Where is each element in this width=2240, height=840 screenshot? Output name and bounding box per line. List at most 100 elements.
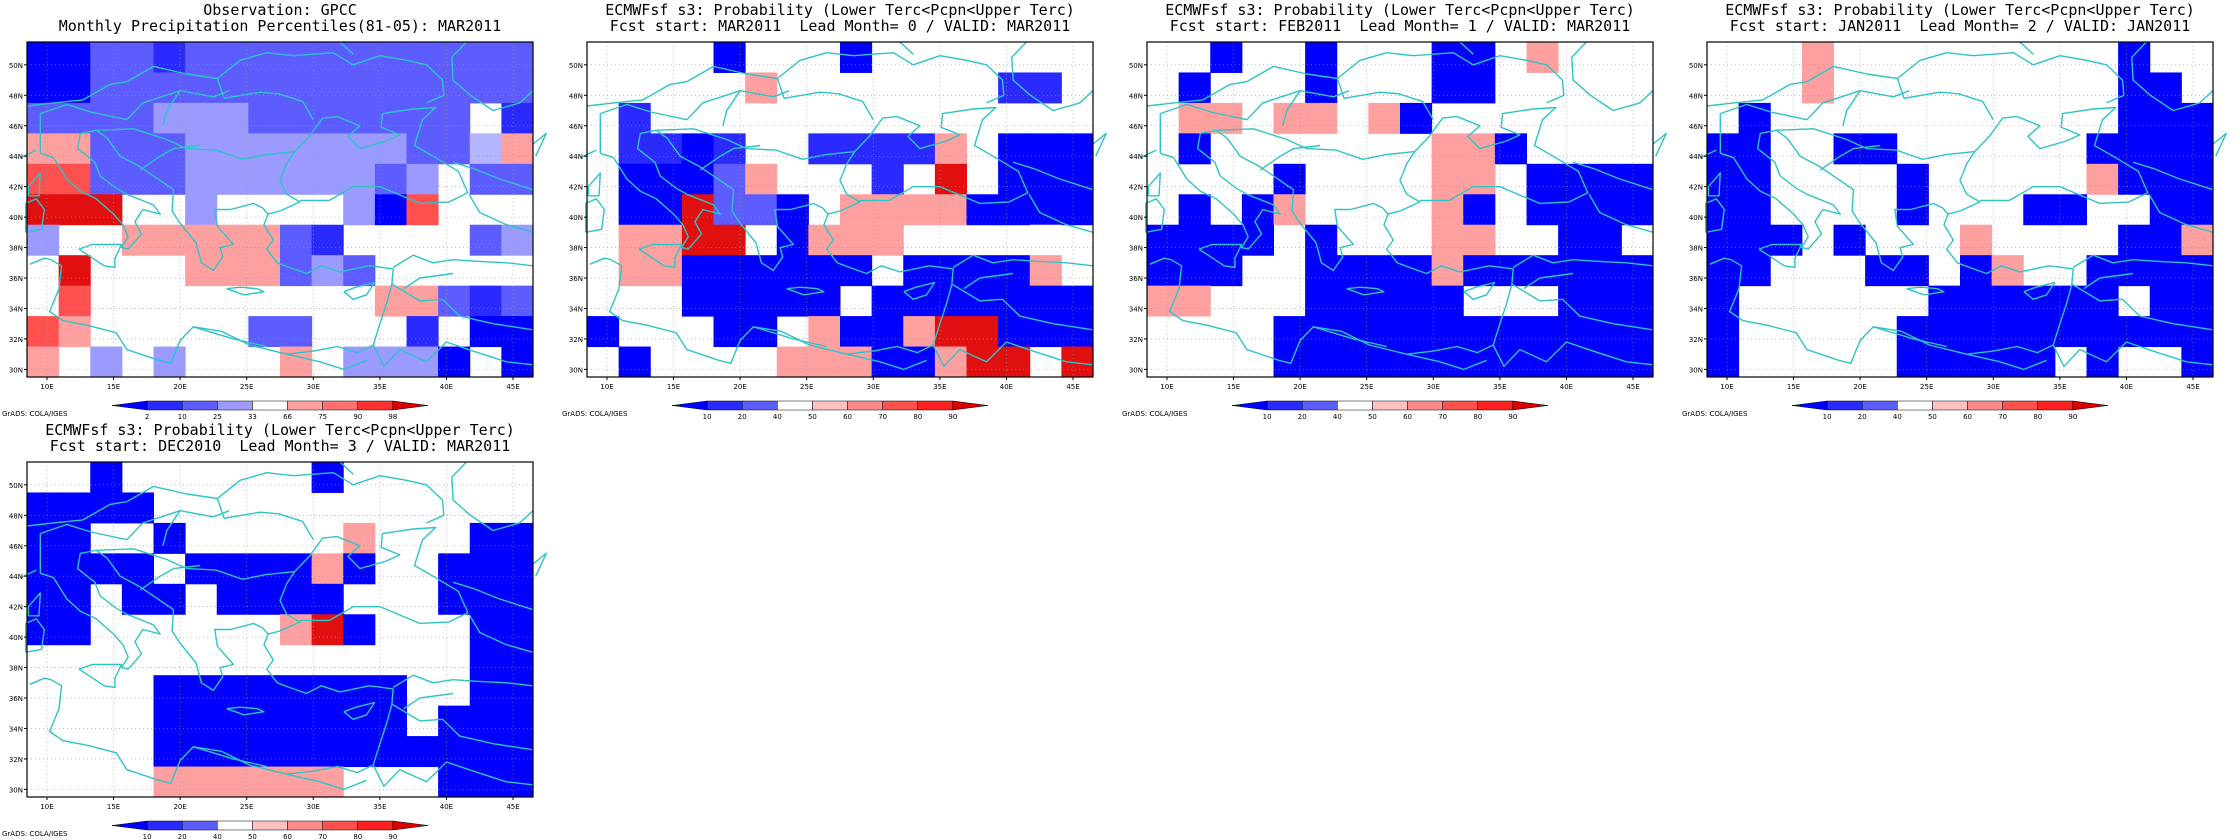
grid-cell [1431, 194, 1464, 226]
grid-cell [1273, 346, 1306, 378]
lat-label: 48N [1689, 92, 1703, 100]
coastline [1588, 193, 1654, 233]
grid-cell [2181, 316, 2214, 348]
lon-label: 45E [2186, 383, 2199, 391]
colorbar-swatch [146, 400, 183, 411]
lat-label: 50N [1689, 62, 1703, 70]
coastline [25, 618, 45, 653]
grid-cell [1368, 285, 1401, 317]
coastlines [19, 41, 547, 371]
grid-cell [1621, 255, 1654, 287]
grid-cell [1178, 285, 1211, 317]
grid-cell [27, 522, 60, 554]
lon-label: 15E [667, 383, 680, 391]
grid-cell [501, 285, 534, 317]
lat-label: 48N [9, 92, 23, 100]
colorbar-label: 80 [1473, 413, 1482, 420]
grid-cell [248, 133, 281, 165]
grid-cell [469, 522, 502, 554]
grid-cell [469, 675, 502, 707]
lat-label: 30N [1129, 366, 1143, 374]
colorbar-swatch [741, 400, 778, 411]
coastline [216, 498, 314, 541]
grid-cell [1368, 102, 1401, 134]
lat-label: 42N [9, 604, 23, 612]
colorbar-label: 40 [213, 833, 222, 840]
grid-cell [374, 285, 407, 317]
grid-cell [90, 42, 123, 73]
coastline [589, 129, 954, 364]
colorbar-swatch [146, 820, 183, 831]
grid-cell [501, 72, 534, 104]
lon-label: 20E [1293, 383, 1306, 391]
coastline [586, 80, 688, 107]
grid-cell [681, 285, 714, 317]
coastline [1511, 283, 1654, 331]
lon-label: 20E [733, 383, 746, 391]
colorbar-label: 70 [878, 413, 887, 420]
grid-cell [27, 102, 60, 134]
colorbar-swatch [1266, 400, 1303, 411]
grid-cell [501, 316, 534, 348]
grid-cell [618, 255, 651, 287]
lat-label: 36N [1689, 275, 1703, 283]
lon-label: 30E [867, 383, 880, 391]
grid-cell [618, 133, 651, 165]
grid-cell [469, 553, 502, 585]
grid-cell [903, 194, 936, 226]
coastline [2071, 283, 2214, 331]
colorbar-swatch [322, 400, 359, 411]
grid-cell [1178, 194, 1211, 226]
lon-label: 40E [2120, 383, 2133, 391]
grid-cell [1061, 194, 1094, 226]
lat-label: 36N [1129, 275, 1143, 283]
grid-cell [58, 553, 91, 585]
grid-cell [343, 42, 376, 73]
grid-cell [1621, 163, 1654, 195]
grid-cell [216, 224, 249, 256]
coastline [1028, 193, 1094, 233]
coastline [1459, 41, 1474, 55]
colorbar-label: 40 [1893, 413, 1902, 420]
grid-cell [374, 102, 407, 134]
colorbar-swatch [392, 400, 429, 411]
coastline [1709, 129, 2074, 364]
grid-cell [1738, 102, 1771, 134]
grid-cell [469, 285, 502, 317]
coastline [39, 509, 230, 574]
probability-map: 30N 32N 34N 36N 38N 40N 42N 44N 46N 48N 50N 10E 15E 2… [9, 461, 547, 840]
grid-cell [311, 766, 344, 798]
grid-cell [90, 346, 123, 378]
coastline [1336, 78, 1434, 121]
grid-cell [153, 736, 186, 768]
grid-cell [90, 553, 123, 585]
grid-cell [966, 316, 999, 348]
grid-cell [1707, 346, 1740, 378]
coastline [1282, 90, 1301, 126]
shaded-grid [1707, 42, 2214, 378]
lat-label: 48N [9, 512, 23, 520]
colorbar-swatch [1337, 400, 1373, 411]
grid-cell [90, 194, 123, 226]
grid-cell [1960, 316, 1993, 348]
coastline [1092, 132, 1107, 157]
grid-cell [248, 72, 281, 104]
grid-cell [1178, 255, 1211, 287]
lat-label: 36N [9, 275, 23, 283]
grid-cell [343, 72, 376, 104]
grid-cell [776, 346, 809, 378]
grid-cell [374, 346, 407, 378]
grid-cell [90, 492, 123, 524]
grid-cell [216, 255, 249, 287]
coastline [827, 106, 1029, 215]
colorbar-swatch [287, 820, 323, 831]
coastline [2148, 193, 2214, 233]
lon-label: 35E [373, 803, 386, 811]
colorbar-label: 90 [388, 833, 397, 840]
grid-cell [1178, 224, 1211, 256]
grid-cell [1336, 255, 1369, 287]
grid-cell [311, 133, 344, 165]
lat-label: 36N [569, 275, 583, 283]
grid-cell [343, 614, 376, 646]
grid-cell [469, 224, 502, 256]
